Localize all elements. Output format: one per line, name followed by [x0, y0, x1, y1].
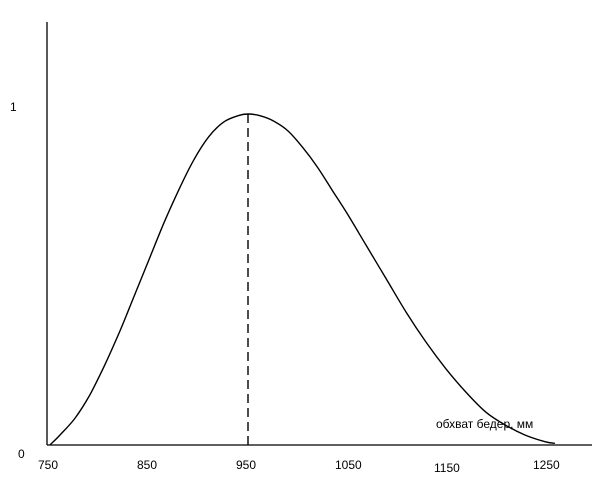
y-tick-label-1: 1: [10, 100, 17, 114]
series-line-0: [49, 113, 555, 446]
x-tick-label-1150: 1150: [434, 461, 460, 475]
x-tick-label-950: 950: [236, 458, 256, 472]
y-tick-label-0: 0: [18, 447, 25, 461]
x-tick-label-1050: 1050: [335, 458, 362, 472]
x-axis-label: обхват бедер, мм: [436, 417, 533, 431]
series-group: [49, 113, 555, 446]
x-tick-label-1250: 1250: [533, 458, 560, 472]
x-tick-label-750: 750: [38, 458, 58, 472]
x-tick-labels: 750 850 950 1050 1150 1250: [38, 458, 560, 475]
x-tick-label-850: 850: [137, 458, 157, 472]
